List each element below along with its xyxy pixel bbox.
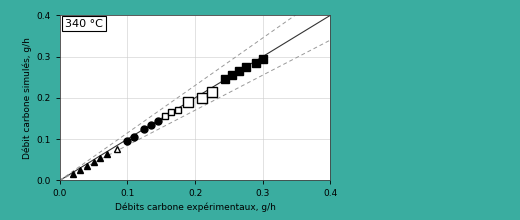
Y-axis label: Débit carbone simulés, g/h: Débit carbone simulés, g/h (23, 37, 32, 159)
X-axis label: Débits carbone expérimentaux, g/h: Débits carbone expérimentaux, g/h (114, 203, 276, 212)
Text: 340 °C: 340 °C (65, 19, 103, 29)
